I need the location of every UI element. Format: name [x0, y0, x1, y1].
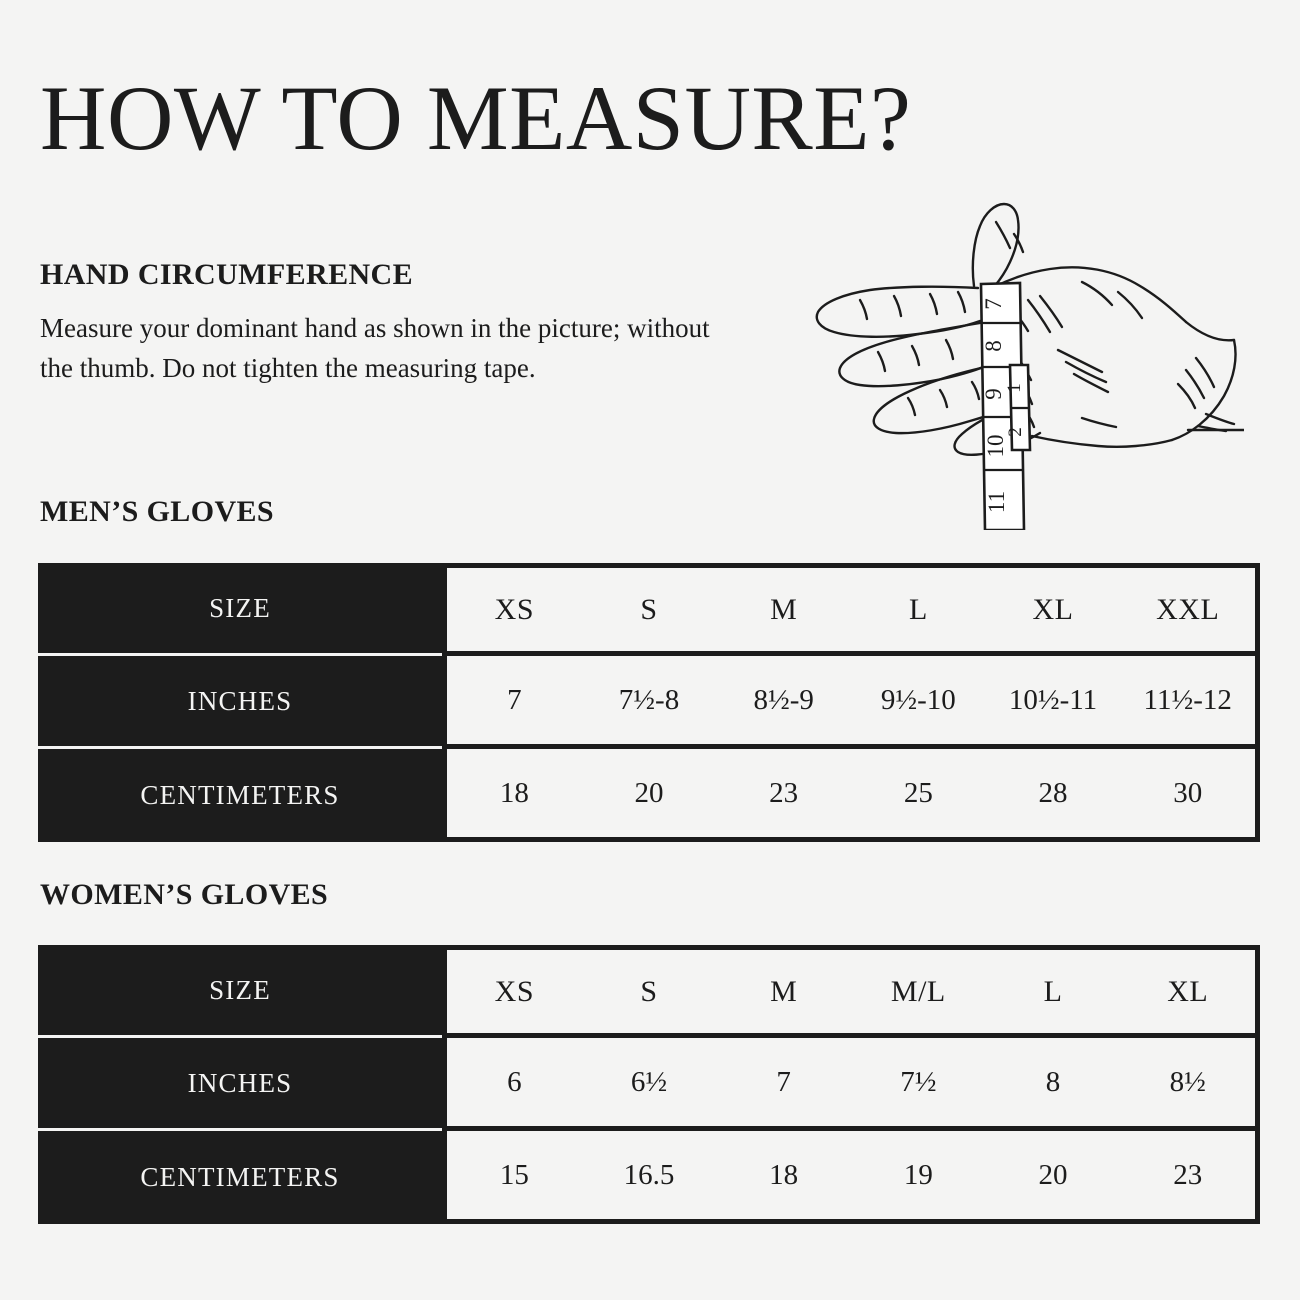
table-cell: XS [494, 592, 535, 626]
tape-overlap-number-1: 1 [1004, 383, 1025, 393]
table-cell: 7½-8 [618, 683, 680, 716]
womens-size-cells: XS S M M/L L XL [442, 945, 1260, 1038]
table-row: CENTIMETERS 18 20 23 25 28 30 [38, 749, 1260, 842]
table-cell: XL [1167, 974, 1209, 1008]
table-cell: 10½-11 [1008, 683, 1098, 716]
table-cell: 11½-12 [1143, 683, 1232, 716]
table-cell: L [908, 592, 928, 626]
row-label-centimeters: CENTIMETERS [38, 749, 442, 842]
womens-inches-cells: 6 6½ 7 7½ 8 8½ [442, 1038, 1260, 1131]
mens-gloves-table: SIZE XS S M L XL XXL INCHES 7 [38, 563, 1260, 842]
table-cell: 7 [507, 683, 522, 716]
table-cell: 15 [499, 1158, 529, 1191]
table-cell: 8½-9 [753, 683, 814, 716]
table-row: SIZE XS S M M/L L XL [38, 945, 1260, 1038]
table-cell: 16.5 [623, 1158, 675, 1191]
tape-number-11: 11 [984, 491, 1009, 513]
table-row: CENTIMETERS 15 16.5 18 19 20 23 [38, 1131, 1260, 1224]
table-cell: M [770, 592, 798, 626]
row-label-inches: INCHES [38, 1038, 442, 1131]
table-cell: 8½ [1169, 1065, 1206, 1098]
table-cell: 18 [769, 1158, 799, 1191]
table-cell: 7½ [900, 1065, 937, 1098]
womens-centimeters-cells: 15 16.5 18 19 20 23 [442, 1131, 1260, 1224]
table-row: SIZE XS S M L XL XXL [38, 563, 1260, 656]
table-cell: L [1043, 974, 1063, 1008]
womens-gloves-heading: WOMEN’S GLOVES [40, 878, 329, 911]
tape-number-7: 7 [981, 298, 1006, 310]
tape-number-9: 9 [981, 388, 1006, 400]
page-title: HOW TO MEASURE? [40, 67, 912, 169]
row-label-size: SIZE [38, 563, 442, 656]
row-label-size: SIZE [38, 945, 442, 1038]
row-label-inches: INCHES [38, 656, 442, 749]
table-cell: 20 [1038, 1158, 1068, 1191]
hand-circumference-heading: HAND CIRCUMFERENCE [40, 258, 414, 291]
table-cell: XXL [1156, 592, 1220, 626]
table-cell: XS [494, 974, 535, 1008]
womens-gloves-table: SIZE XS S M M/L L XL INCHES 6 [38, 945, 1260, 1224]
table-cell: 23 [1173, 1158, 1203, 1191]
table-cell: 20 [634, 776, 664, 809]
table-cell: 18 [499, 776, 529, 809]
table-cell: 6½ [630, 1065, 668, 1098]
table-cell: M/L [890, 974, 946, 1008]
tape-number-10: 10 [983, 435, 1008, 458]
table-cell: 7 [776, 1065, 791, 1098]
table-row: INCHES 7 7½-8 8½-9 9½-10 10½-11 11½-12 [38, 656, 1260, 749]
table-cell: 6 [507, 1065, 522, 1098]
row-label-centimeters: CENTIMETERS [38, 1131, 442, 1224]
mens-gloves-heading: MEN’S GLOVES [40, 495, 275, 528]
tape-overlap-number-2: 2 [1005, 427, 1026, 437]
mens-size-cells: XS S M L XL XXL [442, 563, 1260, 656]
table-cell: 9½-10 [880, 683, 956, 716]
table-cell: 8 [1045, 1065, 1061, 1098]
table-cell: 19 [903, 1158, 933, 1191]
mens-centimeters-cells: 18 20 23 25 28 30 [442, 749, 1260, 842]
table-cell: XL [1032, 592, 1074, 626]
tape-number-8: 8 [981, 340, 1006, 352]
hand-with-measuring-tape-icon: 7 8 9 10 11 1 2 [782, 182, 1244, 530]
table-row: INCHES 6 6½ 7 7½ 8 8½ [38, 1038, 1260, 1131]
mens-inches-cells: 7 7½-8 8½-9 9½-10 10½-11 11½-12 [442, 656, 1260, 749]
table-cell: 25 [903, 776, 933, 809]
table-cell: 23 [769, 776, 799, 809]
table-cell: 30 [1173, 776, 1203, 809]
table-cell: S [640, 974, 658, 1008]
table-cell: M [770, 974, 798, 1008]
table-cell: 28 [1038, 776, 1068, 809]
hand-circumference-section: HAND CIRCUMFERENCE Measure your dominant… [40, 258, 740, 389]
hand-circumference-description: Measure your dominant hand as shown in t… [40, 313, 710, 383]
table-cell: S [640, 592, 658, 626]
